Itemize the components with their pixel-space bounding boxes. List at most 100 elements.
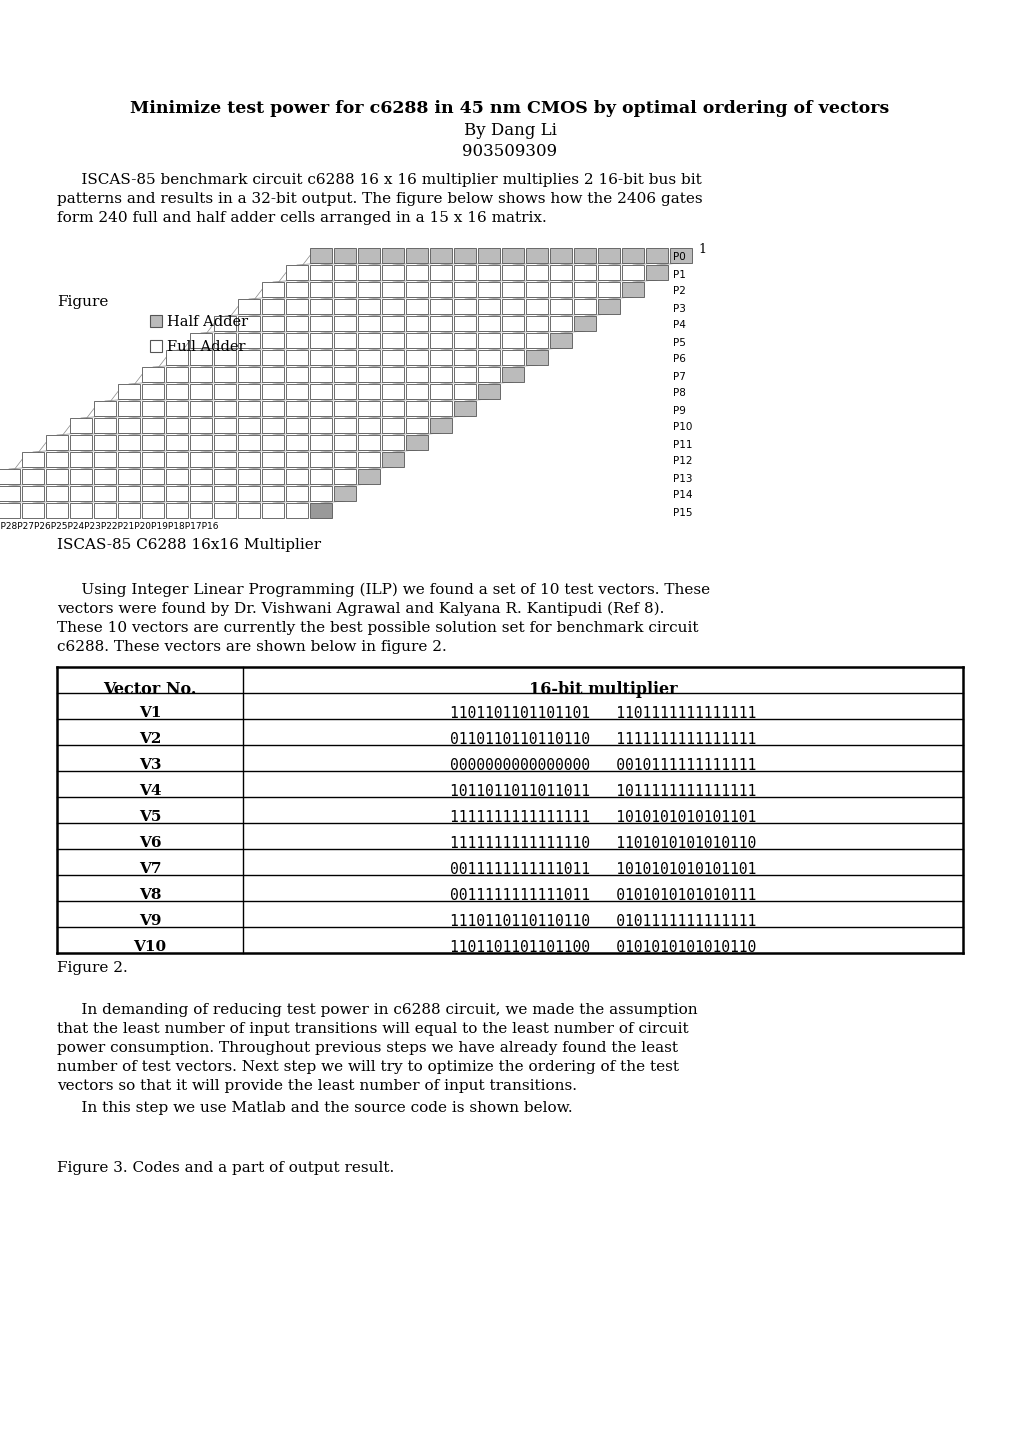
Bar xyxy=(214,384,235,400)
Bar xyxy=(574,299,595,315)
Bar xyxy=(237,316,260,330)
Bar xyxy=(310,281,331,297)
Bar xyxy=(358,266,380,280)
Bar xyxy=(310,504,331,518)
Bar xyxy=(237,434,260,450)
Bar xyxy=(166,434,187,450)
Bar xyxy=(142,434,164,450)
Bar xyxy=(22,469,44,483)
Bar xyxy=(142,401,164,416)
Bar xyxy=(406,316,428,330)
Bar xyxy=(549,333,572,348)
Bar xyxy=(333,266,356,280)
Bar xyxy=(214,418,235,433)
Bar xyxy=(382,351,404,365)
Bar xyxy=(358,401,380,416)
Text: patterns and results in a 32-bit output. The figure below shows how the 2406 gat: patterns and results in a 32-bit output.… xyxy=(57,192,702,206)
Bar xyxy=(262,504,283,518)
Bar xyxy=(166,452,187,468)
Bar xyxy=(285,418,308,433)
Bar xyxy=(382,452,404,468)
Text: P1: P1 xyxy=(673,270,685,280)
Bar xyxy=(574,316,595,330)
Bar xyxy=(237,486,260,501)
Bar xyxy=(190,401,212,416)
Bar xyxy=(549,248,572,263)
Text: 1101101101101101   1101111111111111: 1101101101101101 1101111111111111 xyxy=(449,706,755,722)
Bar xyxy=(669,248,691,263)
Text: 1111111111111110   1101010101010110: 1111111111111110 1101010101010110 xyxy=(449,835,755,851)
Bar xyxy=(526,266,547,280)
Text: In this step we use Matlab and the source code is shown below.: In this step we use Matlab and the sourc… xyxy=(57,1101,572,1115)
Text: Using Integer Linear Programming (ILP) we found a set of 10 test vectors. These: Using Integer Linear Programming (ILP) w… xyxy=(57,583,709,597)
Bar xyxy=(406,299,428,315)
Bar xyxy=(94,452,116,468)
Text: P14: P14 xyxy=(673,491,692,501)
Bar xyxy=(597,281,620,297)
Bar xyxy=(382,266,404,280)
Bar xyxy=(0,486,20,501)
Text: Figure: Figure xyxy=(57,294,108,309)
Text: Figure 2.: Figure 2. xyxy=(57,961,127,975)
Bar xyxy=(142,469,164,483)
Bar xyxy=(453,333,476,348)
Bar xyxy=(430,401,451,416)
Text: P15: P15 xyxy=(673,508,692,518)
Bar xyxy=(333,333,356,348)
Bar xyxy=(333,248,356,263)
Bar xyxy=(285,401,308,416)
Bar xyxy=(262,316,283,330)
Bar xyxy=(0,469,20,483)
Bar xyxy=(430,384,451,400)
Bar xyxy=(333,469,356,483)
Bar xyxy=(214,367,235,382)
Bar xyxy=(190,486,212,501)
Bar xyxy=(382,248,404,263)
Bar xyxy=(358,434,380,450)
Bar xyxy=(478,266,499,280)
Bar xyxy=(430,266,451,280)
Bar xyxy=(70,504,92,518)
Bar xyxy=(310,469,331,483)
Bar xyxy=(310,333,331,348)
Text: V10: V10 xyxy=(133,939,166,954)
Bar xyxy=(549,316,572,330)
Bar xyxy=(310,486,331,501)
Bar xyxy=(333,299,356,315)
Bar xyxy=(597,299,620,315)
Bar xyxy=(142,504,164,518)
Text: P7: P7 xyxy=(673,371,685,381)
Bar xyxy=(214,333,235,348)
Bar xyxy=(166,384,187,400)
Bar xyxy=(22,504,44,518)
Text: P2: P2 xyxy=(673,287,685,296)
Bar xyxy=(94,469,116,483)
Bar xyxy=(237,333,260,348)
Bar xyxy=(453,299,476,315)
Bar xyxy=(285,367,308,382)
Bar xyxy=(214,351,235,365)
Bar xyxy=(453,384,476,400)
Bar xyxy=(94,486,116,501)
Text: P3: P3 xyxy=(673,303,685,313)
Text: 1111111111111111   1010101010101101: 1111111111111111 1010101010101101 xyxy=(449,810,755,825)
Bar xyxy=(310,248,331,263)
Bar xyxy=(501,248,524,263)
Bar xyxy=(150,315,162,328)
Bar xyxy=(453,281,476,297)
Bar xyxy=(237,299,260,315)
Bar xyxy=(285,299,308,315)
Bar xyxy=(262,418,283,433)
Bar xyxy=(94,434,116,450)
Bar xyxy=(262,299,283,315)
Bar xyxy=(262,452,283,468)
Bar xyxy=(358,333,380,348)
Bar xyxy=(358,351,380,365)
Bar xyxy=(46,434,68,450)
Bar xyxy=(453,248,476,263)
Text: c6288. These vectors are shown below in figure 2.: c6288. These vectors are shown below in … xyxy=(57,641,446,654)
Bar xyxy=(333,401,356,416)
Bar xyxy=(597,266,620,280)
Bar xyxy=(526,351,547,365)
Bar xyxy=(501,281,524,297)
